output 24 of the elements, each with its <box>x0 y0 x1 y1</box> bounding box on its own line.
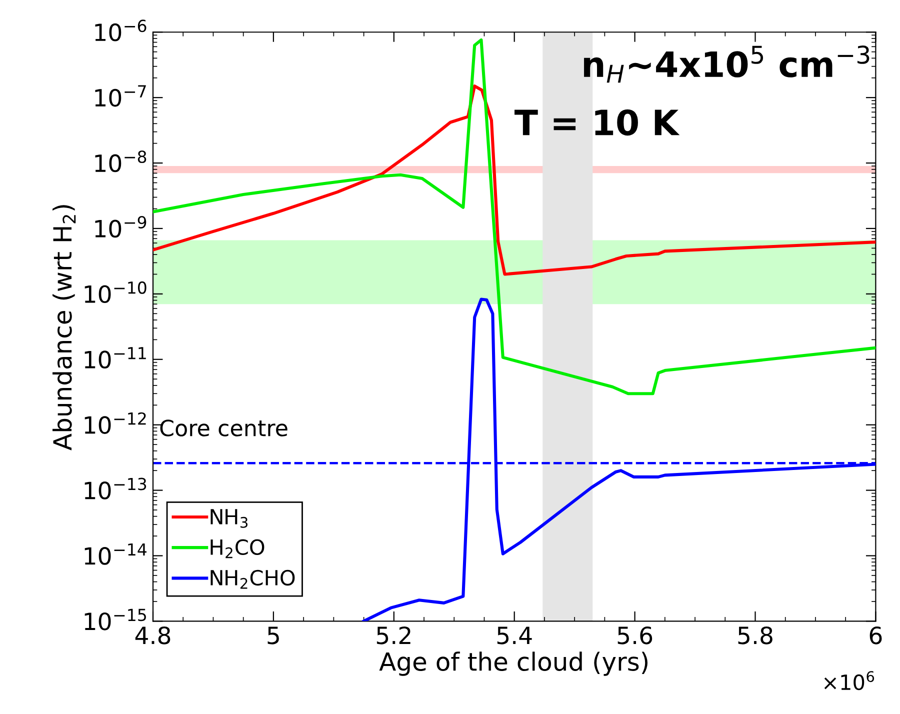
y-tick-label: 10$^{−6}$ <box>95 20 146 42</box>
y-axis-title: Abundance (wrt H$_{2}$) <box>52 205 76 450</box>
x-tick-label: 5.6 <box>618 626 652 644</box>
y-tick-label: 10$^{−10}$ <box>84 281 146 304</box>
annotation: n$_{H}$~4x10$^{5}$ cm$^{−3}$ <box>584 46 870 83</box>
x-axis-title: Age of the cloud (yrs) <box>379 652 648 676</box>
legend-label: NH$_{2}$CHO <box>210 570 295 589</box>
x-tick-label: 5.8 <box>738 626 772 644</box>
y-tick-label: 10$^{−9}$ <box>95 216 146 238</box>
legend-label: NH$_{3}$ <box>210 509 248 528</box>
y-tick-label: 10$^{−14}$ <box>84 543 146 565</box>
text: ×10$^{6}$ <box>824 671 874 690</box>
x-tick-label: 5.4 <box>497 626 532 644</box>
y-tick-label: 10$^{−11}$ <box>84 347 146 369</box>
legend-label: H$_{2}$CO <box>210 539 264 558</box>
x-tick-label: 5.2 <box>376 626 410 644</box>
y-tick-label: 10$^{−7}$ <box>95 85 146 107</box>
y-tick-label: 10$^{−12}$ <box>84 412 146 434</box>
ref-line-label: Core centre <box>160 420 288 436</box>
annotation: T = 10 K <box>514 109 680 136</box>
y-tick-label: 10$^{−13}$ <box>84 478 146 500</box>
x-tick-label: 5 <box>268 626 279 644</box>
x-tick-label: 6 <box>870 626 882 644</box>
y-tick-label: 10$^{−8}$ <box>95 150 146 172</box>
